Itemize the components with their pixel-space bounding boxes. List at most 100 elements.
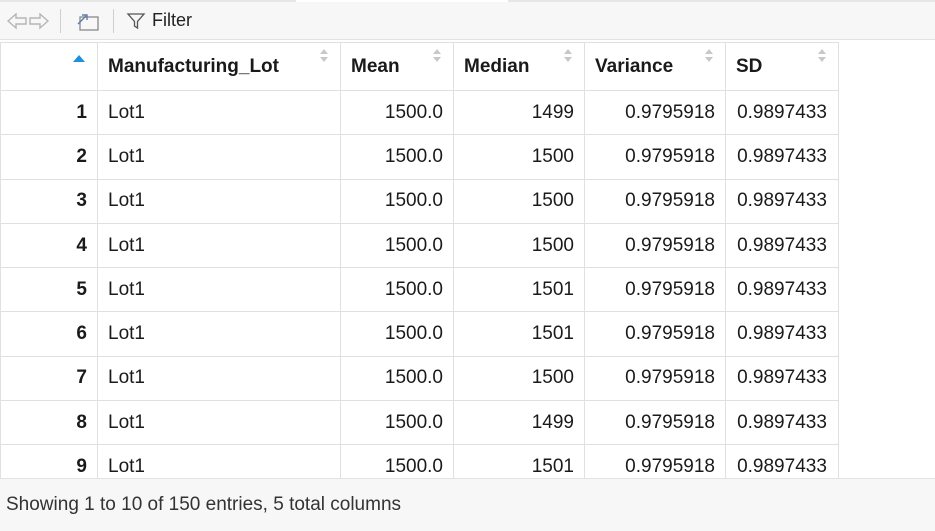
cell-median: 1500 xyxy=(453,178,585,224)
row-index: 5 xyxy=(0,267,98,313)
cell-sd: 0.9897433 xyxy=(725,400,839,446)
cell-manufacturing-lot: Lot1 xyxy=(97,444,341,478)
toolbar-separator-2 xyxy=(113,8,114,33)
cell-mean: 1500.0 xyxy=(340,444,454,478)
cell-manufacturing-lot: Lot1 xyxy=(97,222,341,269)
table-row: 9 Lot1 1500.0 1501 0.9795918 0.9897433 xyxy=(0,444,839,478)
table-row: 4 Lot1 1500.0 1500 0.9795918 0.9897433 xyxy=(0,222,839,269)
cell-sd: 0.9897433 xyxy=(725,355,839,402)
column-header-label: Manufacturing_Lot xyxy=(108,55,279,77)
cell-variance: 0.9795918 xyxy=(584,311,726,357)
sort-icon xyxy=(433,49,441,65)
cell-mean: 1500.0 xyxy=(340,267,454,313)
cell-mean: 1500.0 xyxy=(340,311,454,357)
column-header-sd[interactable]: SD xyxy=(725,42,839,91)
filter-label: Filter xyxy=(152,10,192,30)
row-index: 2 xyxy=(0,134,98,180)
header-row: Manufacturing_Lot Mean Median Variance S… xyxy=(0,42,839,91)
column-header-variance[interactable]: Variance xyxy=(584,42,726,91)
cell-variance: 0.9795918 xyxy=(584,400,726,446)
cell-median: 1501 xyxy=(453,444,585,478)
table-row: 8 Lot1 1500.0 1499 0.9795918 0.9897433 xyxy=(0,400,839,446)
tab-edge-left xyxy=(0,0,296,2)
cell-variance: 0.9795918 xyxy=(584,355,726,402)
cell-mean: 1500.0 xyxy=(340,222,454,269)
row-index: 8 xyxy=(0,400,98,446)
column-header-label: Mean xyxy=(351,55,400,77)
table-row: 2 Lot1 1500.0 1500 0.9795918 0.9897433 xyxy=(0,134,839,180)
cell-median: 1501 xyxy=(453,311,585,357)
column-header-median[interactable]: Median xyxy=(453,42,585,91)
sort-icon xyxy=(818,49,826,65)
toolbar-separator xyxy=(60,8,61,33)
cell-manufacturing-lot: Lot1 xyxy=(97,267,341,313)
data-grid: Manufacturing_Lot Mean Median Variance S… xyxy=(0,42,935,478)
column-header-label: SD xyxy=(736,55,763,77)
column-header-mean[interactable]: Mean xyxy=(340,42,454,91)
cell-variance: 0.9795918 xyxy=(584,444,726,478)
sort-icon xyxy=(705,49,713,65)
cell-median: 1501 xyxy=(453,267,585,313)
tab-strip xyxy=(0,0,935,2)
back-button[interactable] xyxy=(6,8,28,34)
cell-manufacturing-lot: Lot1 xyxy=(97,134,341,180)
forward-button[interactable] xyxy=(28,8,50,34)
cell-variance: 0.9795918 xyxy=(584,134,726,180)
cell-sd: 0.9897433 xyxy=(725,89,839,136)
cell-median: 1499 xyxy=(453,89,585,136)
cell-variance: 0.9795918 xyxy=(584,178,726,224)
row-index: 4 xyxy=(0,222,98,269)
row-index: 9 xyxy=(0,444,98,478)
column-header-label: Variance xyxy=(595,55,674,77)
cell-mean: 1500.0 xyxy=(340,355,454,402)
cell-sd: 0.9897433 xyxy=(725,134,839,180)
cell-mean: 1500.0 xyxy=(340,89,454,136)
column-header-index[interactable] xyxy=(0,42,98,91)
cell-sd: 0.9897433 xyxy=(725,222,839,269)
cell-sd: 0.9897433 xyxy=(725,267,839,313)
cell-sd: 0.9897433 xyxy=(725,444,839,478)
cell-manufacturing-lot: Lot1 xyxy=(97,89,341,136)
cell-manufacturing-lot: Lot1 xyxy=(97,311,341,357)
table-row: 6 Lot1 1500.0 1501 0.9795918 0.9897433 xyxy=(0,311,839,357)
cell-manufacturing-lot: Lot1 xyxy=(97,355,341,402)
cell-median: 1500 xyxy=(453,134,585,180)
cell-variance: 0.9795918 xyxy=(584,267,726,313)
table-row: 3 Lot1 1500.0 1500 0.9795918 0.9897433 xyxy=(0,178,839,224)
cell-median: 1500 xyxy=(453,222,585,269)
cell-variance: 0.9795918 xyxy=(584,222,726,269)
cell-mean: 1500.0 xyxy=(340,178,454,224)
filter-button[interactable]: Filter xyxy=(126,8,192,34)
status-bar: Showing 1 to 10 of 150 entries, 5 total … xyxy=(0,478,935,531)
cell-sd: 0.9897433 xyxy=(725,311,839,357)
cell-manufacturing-lot: Lot1 xyxy=(97,400,341,446)
row-index: 3 xyxy=(0,178,98,224)
tab-edge-right xyxy=(508,0,935,2)
sort-ascending-icon xyxy=(73,55,85,62)
cell-variance: 0.9795918 xyxy=(584,89,726,136)
viewer-toolbar: Filter xyxy=(0,2,935,40)
filter-icon xyxy=(126,12,146,29)
data-table: Manufacturing_Lot Mean Median Variance S… xyxy=(0,42,839,478)
entries-status-text: Showing 1 to 10 of 150 entries, 5 total … xyxy=(6,494,402,515)
forward-arrow-icon xyxy=(29,11,49,30)
row-index: 7 xyxy=(0,355,98,402)
row-index: 1 xyxy=(0,89,98,136)
cell-mean: 1500.0 xyxy=(340,134,454,180)
popout-button[interactable] xyxy=(73,8,103,34)
cell-median: 1500 xyxy=(453,355,585,402)
cell-manufacturing-lot: Lot1 xyxy=(97,178,341,224)
cell-mean: 1500.0 xyxy=(340,400,454,446)
cell-median: 1499 xyxy=(453,400,585,446)
cell-sd: 0.9897433 xyxy=(725,178,839,224)
table-row: 5 Lot1 1500.0 1501 0.9795918 0.9897433 xyxy=(0,267,839,313)
sort-icon xyxy=(564,49,572,65)
column-header-label: Median xyxy=(464,55,530,77)
popout-icon xyxy=(77,13,99,31)
table-row: 7 Lot1 1500.0 1500 0.9795918 0.9897433 xyxy=(0,355,839,402)
column-header-manufacturing-lot[interactable]: Manufacturing_Lot xyxy=(97,42,341,91)
row-index: 6 xyxy=(0,311,98,357)
back-arrow-icon xyxy=(7,11,27,30)
sort-icon xyxy=(320,49,328,65)
table-row: 1 Lot1 1500.0 1499 0.9795918 0.9897433 xyxy=(0,89,839,136)
